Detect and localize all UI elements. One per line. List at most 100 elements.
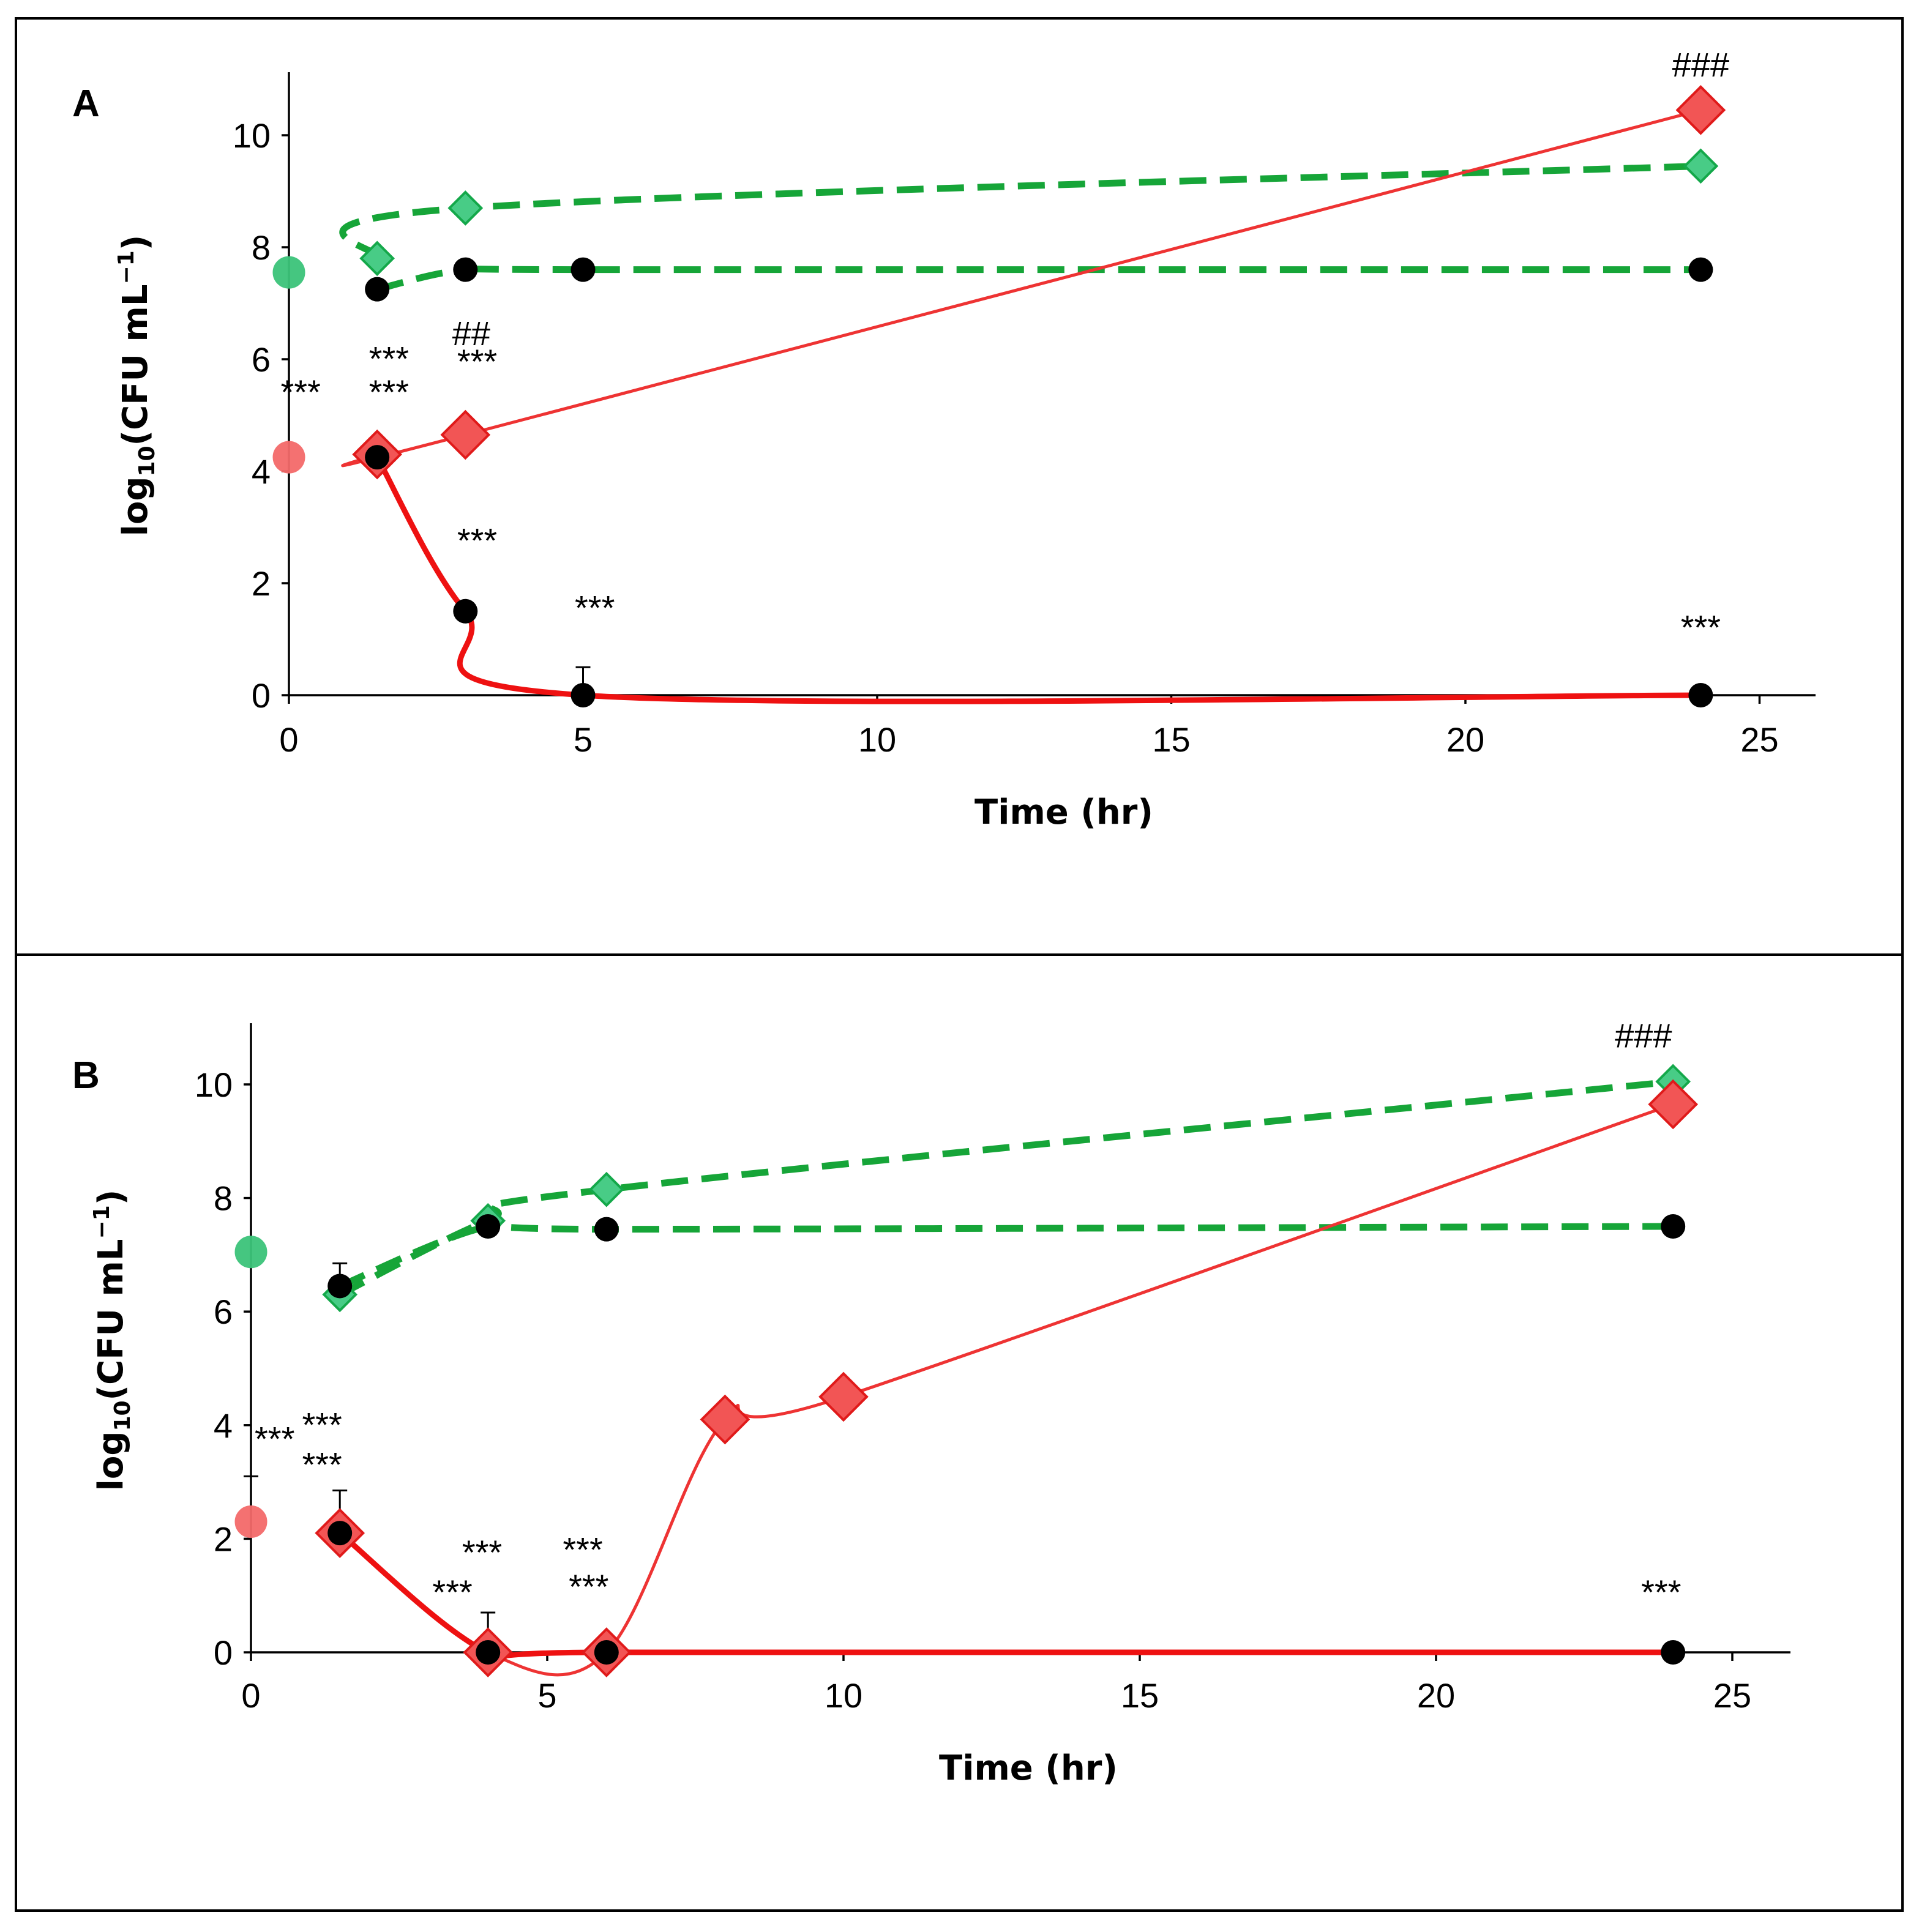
y-axis-label-b: log10(CFU mL−1) (89, 1190, 135, 1491)
red-treated-circle-line (338, 1531, 1674, 1664)
green-treated-circle-marker (570, 257, 596, 282)
y-axis-label-a-mid: (CFU mL (116, 284, 155, 446)
red-control-diamond-line (341, 108, 1702, 468)
significance-annotation: *** (432, 1573, 472, 1611)
y-tick-label: 4 (214, 1406, 233, 1445)
significance-annotation: ## (452, 314, 490, 352)
significance-annotation: *** (1681, 608, 1721, 647)
x-tick-label: 15 (1121, 1676, 1159, 1715)
x-tick-label: 20 (1446, 720, 1484, 759)
x-tick-label: 5 (574, 720, 593, 759)
red-control-diamond-marker (1675, 84, 1726, 135)
significance-annotation: ### (1615, 1016, 1672, 1055)
green-treated-circle-marker (453, 257, 478, 282)
red-control-diamond-line (339, 1103, 1674, 1677)
significance-annotation: ### (1672, 45, 1729, 84)
y-tick-label: 4 (252, 452, 271, 491)
red-control-diamond-marker (440, 409, 491, 460)
green-control-diamond-marker (447, 190, 484, 226)
significance-annotation: *** (302, 1405, 342, 1444)
y-axis-label-b-prefix: log (91, 1431, 131, 1491)
green-treated-circle-marker (365, 277, 390, 302)
y-axis-label-a-sup: −1 (114, 250, 139, 284)
x-tick-label: 25 (1713, 1676, 1751, 1715)
green-treated-circle-marker (1661, 1214, 1686, 1239)
x-axis-label-b: Time (hr) (939, 1748, 1118, 1788)
y-axis-label-b-sub: 10 (110, 1400, 135, 1431)
red-treated-circle-marker (1688, 683, 1713, 707)
red-treated-circle-line (375, 455, 1701, 704)
significance-annotation: *** (302, 1445, 342, 1483)
green-treated-circle-marker (476, 1214, 501, 1239)
red-treated-circle-marker (365, 445, 390, 470)
red-treated-circle-marker (453, 599, 478, 624)
red-control-diamond-marker (700, 1394, 750, 1445)
significance-annotation: *** (457, 342, 497, 381)
y-tick-label: 8 (214, 1179, 233, 1218)
significance-annotation: *** (255, 1420, 294, 1458)
y-axis-label-b-sup: −1 (89, 1205, 114, 1239)
y-axis-label-a: log10(CFU mL−1) (114, 235, 160, 537)
y-tick-label: 2 (252, 564, 271, 603)
green-initial-marker (234, 1236, 267, 1269)
green-control-diamond-marker (1683, 148, 1719, 184)
red-treated-circle-marker (570, 683, 596, 707)
red-treated-circle-marker (594, 1640, 619, 1665)
panel-frame-b (15, 953, 1904, 1912)
x-tick-label: 0 (241, 1676, 260, 1715)
red-control-diamond-marker (818, 1371, 869, 1422)
significance-annotation: *** (369, 373, 409, 411)
green-treated-circle-marker (327, 1274, 353, 1299)
y-axis-label-a-prefix: log (116, 477, 155, 537)
y-tick-label: 6 (214, 1292, 233, 1331)
y-tick-label: 0 (214, 1633, 233, 1672)
red-initial-marker (272, 441, 305, 474)
panel-label-b: B (72, 1054, 100, 1097)
red-treated-circle-marker (1661, 1640, 1686, 1665)
red-treated-circle-marker (476, 1640, 501, 1665)
significance-annotation: *** (369, 339, 409, 378)
y-tick-label: 10 (233, 116, 271, 155)
green-treated-circle-marker (594, 1217, 619, 1242)
y-tick-label: 8 (252, 228, 271, 267)
x-tick-label: 10 (858, 720, 896, 759)
significance-annotation: *** (569, 1567, 608, 1606)
x-tick-label: 20 (1417, 1676, 1455, 1715)
y-axis-label-b-mid: (CFU mL (91, 1239, 131, 1400)
green-control-diamond-line (339, 162, 1701, 262)
y-axis-label-a-sub: 10 (135, 446, 160, 476)
green-treated-circle-marker (1688, 257, 1713, 282)
y-axis-label-b-suffix: ) (91, 1190, 131, 1206)
green-initial-marker (272, 256, 305, 289)
significance-annotation: *** (563, 1531, 602, 1569)
y-tick-label: 10 (195, 1065, 233, 1104)
x-tick-label: 5 (537, 1676, 556, 1715)
significance-annotation: *** (1641, 1573, 1681, 1611)
x-tick-label: 15 (1152, 720, 1190, 759)
y-tick-label: 2 (214, 1520, 233, 1558)
red-control-diamond-marker (1648, 1079, 1699, 1130)
x-tick-label: 25 (1740, 720, 1778, 759)
significance-annotation: *** (462, 1533, 502, 1572)
panel-label-a: A (72, 83, 100, 125)
axes-a: 0 2 4 6 8 10 0 5 10 15 20 25 (233, 72, 1816, 759)
green-control-diamond-marker (359, 241, 395, 277)
x-axis-label-a: Time (hr) (974, 793, 1153, 832)
significance-annotation: *** (457, 521, 497, 560)
green-control-diamond-marker (588, 1171, 624, 1207)
y-tick-label: 6 (252, 340, 271, 379)
y-axis-label-a-suffix: ) (116, 235, 155, 251)
x-tick-label: 0 (279, 720, 298, 759)
y-tick-label: 0 (252, 676, 271, 715)
x-tick-label: 10 (825, 1676, 862, 1715)
green-treated-circle-line (339, 1219, 1674, 1289)
red-treated-circle-marker (327, 1521, 353, 1546)
significance-annotation: *** (575, 588, 615, 627)
panel-frame-a (15, 17, 1904, 956)
green-control-diamond-line (338, 1078, 1674, 1298)
red-initial-marker (234, 1505, 267, 1539)
significance-annotation: *** (281, 373, 321, 411)
